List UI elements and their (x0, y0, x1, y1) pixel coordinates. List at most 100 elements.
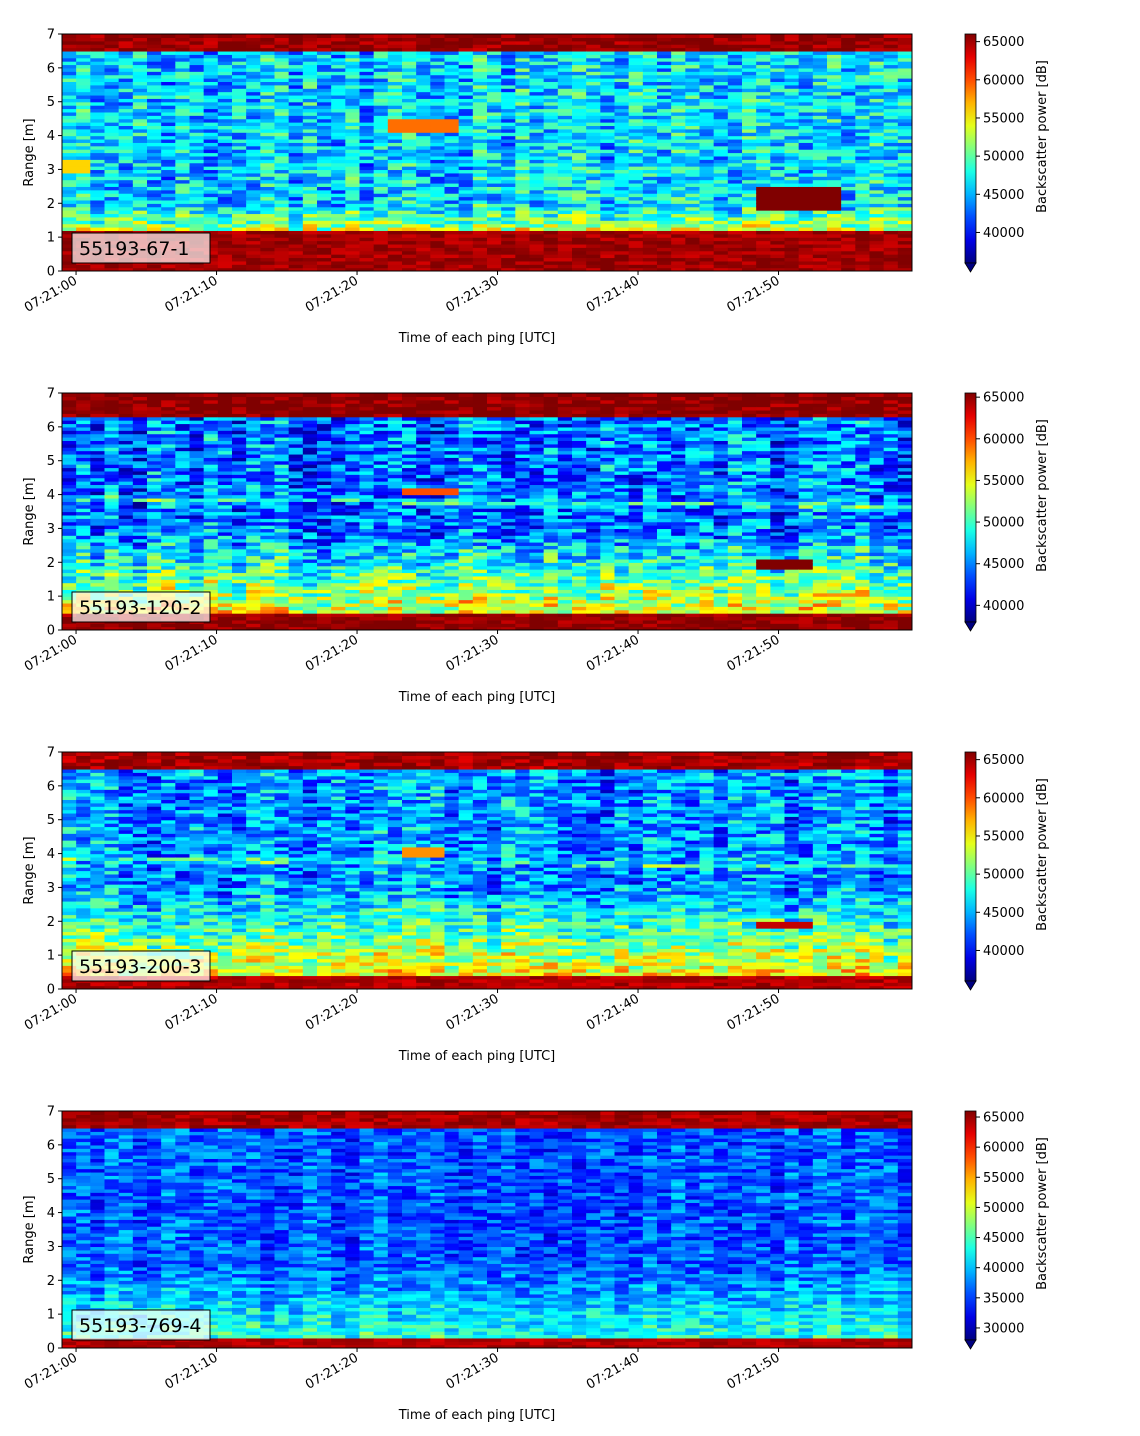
y-tick-label: 5 (47, 454, 55, 469)
colorbar-tick-label: 40000 (983, 944, 1024, 959)
panel-label: 55193-200-3 (79, 956, 202, 978)
colorbar-tick-label: 55000 (983, 474, 1024, 489)
colorbar-tick-label: 55000 (983, 829, 1024, 844)
colorbar-tick-label: 45000 (983, 557, 1024, 572)
colorbar-tick-label: 50000 (983, 1201, 1024, 1216)
x-tick-label: 07:21:20 (303, 273, 361, 315)
y-tick-label: 5 (47, 813, 55, 828)
colorbar-label: Backscatter power [dB] (1035, 419, 1050, 572)
panel-label: 55193-120-2 (79, 597, 202, 619)
x-tick-label: 07:21:30 (443, 273, 501, 315)
x-tick-label: 07:21:30 (443, 1350, 501, 1392)
y-tick-label: 4 (47, 129, 55, 144)
x-tick-label: 07:21:40 (584, 991, 642, 1033)
colorbar-tick-label: 50000 (983, 868, 1024, 883)
y-tick-label: 1 (47, 949, 55, 964)
y-tick-label: 0 (47, 983, 55, 998)
panel-4: 0 1 2 3 4 5 6 7 Range [m] 07:21:00 07:21:10 07:21:2… (22, 1105, 1050, 1424)
x-tick-label: 07:21:20 (303, 1350, 361, 1392)
panel-2: 0 1 2 3 4 5 6 7 Range [m] 07:21:00 07:21:10 07:21:2… (22, 387, 1050, 706)
y-tick-label: 5 (47, 1172, 55, 1187)
x-tick-label: 07:21:10 (162, 1350, 220, 1392)
x-tick-label: 07:21:50 (724, 1350, 782, 1392)
x-tick-label: 07:21:50 (724, 991, 782, 1033)
x-axis-label: Time of each ping [UTC] (398, 1408, 556, 1423)
x-tick-label: 07:21:20 (303, 632, 361, 674)
axes-frame (61, 751, 913, 990)
y-axis-label: Range [m] (22, 477, 37, 545)
colorbar-extend-arrow (964, 1339, 977, 1350)
y-tick-label: 1 (47, 590, 55, 605)
x-tick-label: 07:21:40 (584, 273, 642, 315)
colorbar-tick-label: 55000 (983, 111, 1024, 126)
colorbar (964, 751, 977, 982)
x-tick-label: 07:21:00 (22, 273, 80, 315)
colorbar-tick-label: 40000 (983, 226, 1024, 241)
y-tick-label: 5 (47, 95, 55, 110)
colorbar-extend-arrow (964, 980, 977, 991)
axes-frame (61, 33, 913, 272)
panel-label-box (71, 232, 211, 264)
y-axis-label: Range [m] (22, 836, 37, 904)
x-axis-label: Time of each ping [UTC] (398, 331, 556, 346)
y-tick-label: 3 (47, 1240, 55, 1255)
panel-label-box (71, 950, 211, 982)
colorbar-tick-label: 60000 (983, 432, 1024, 447)
colorbar (964, 33, 977, 264)
y-tick-label: 6 (47, 420, 55, 435)
colorbar (964, 1110, 977, 1341)
colorbar-tick-label: 30000 (983, 1321, 1024, 1336)
panel-label: 55193-769-4 (79, 1315, 202, 1337)
y-tick-label: 0 (47, 624, 55, 639)
heatmap-1 (62, 34, 912, 271)
x-tick-label: 07:21:20 (303, 991, 361, 1033)
y-tick-label: 2 (47, 915, 55, 930)
panel-label-box (71, 1309, 211, 1341)
heatmap-2 (62, 393, 912, 630)
colorbar-tick-label: 45000 (983, 906, 1024, 921)
colorbar-label: Backscatter power [dB] (1035, 60, 1050, 213)
y-tick-label: 7 (47, 28, 55, 43)
panel-label-box (71, 591, 211, 623)
colorbar-tick-label: 65000 (983, 753, 1024, 768)
y-tick-label: 2 (47, 1274, 55, 1289)
x-tick-label: 07:21:00 (22, 632, 80, 674)
y-tick-label: 3 (47, 881, 55, 896)
colorbar-tick-label: 65000 (983, 35, 1024, 50)
colorbar-tick-label: 35000 (983, 1291, 1024, 1306)
y-tick-label: 3 (47, 163, 55, 178)
panel-1: 0 1 2 3 4 5 6 7 Range [m] 07:21:00 07:21:10 07:21:2… (22, 28, 1050, 347)
x-axis-label: Time of each ping [UTC] (398, 690, 556, 705)
y-tick-label: 2 (47, 197, 55, 212)
panel-3: 0 1 2 3 4 5 6 7 Range [m] 07:21:00 07:21:10 07:21:2… (22, 746, 1050, 1065)
x-tick-label: 07:21:00 (22, 991, 80, 1033)
y-tick-label: 7 (47, 387, 55, 402)
colorbar-tick-label: 40000 (983, 599, 1024, 614)
y-tick-label: 4 (47, 1206, 55, 1221)
colorbar-tick-label: 50000 (983, 516, 1024, 531)
axes-frame (61, 392, 913, 631)
y-tick-label: 6 (47, 779, 55, 794)
y-tick-label: 6 (47, 1138, 55, 1153)
panel-label: 55193-67-1 (79, 238, 189, 260)
x-tick-label: 07:21:40 (584, 1350, 642, 1392)
y-tick-label: 4 (47, 488, 55, 503)
axes-frame (61, 1110, 913, 1349)
colorbar-tick-label: 65000 (983, 391, 1024, 406)
colorbar-label: Backscatter power [dB] (1035, 778, 1050, 931)
y-tick-label: 2 (47, 556, 55, 571)
x-tick-label: 07:21:10 (162, 632, 220, 674)
y-tick-label: 7 (47, 1105, 55, 1120)
colorbar-tick-label: 65000 (983, 1111, 1024, 1126)
x-tick-label: 07:21:30 (443, 632, 501, 674)
y-tick-label: 7 (47, 746, 55, 761)
y-axis-label: Range [m] (22, 1195, 37, 1263)
colorbar-tick-label: 60000 (983, 1141, 1024, 1156)
colorbar-tick-label: 55000 (983, 1171, 1024, 1186)
y-tick-label: 3 (47, 522, 55, 537)
heatmap-4 (62, 1111, 912, 1348)
colorbar-tick-label: 45000 (983, 1231, 1024, 1246)
x-tick-label: 07:21:00 (22, 1350, 80, 1392)
colorbar-extend-arrow (964, 262, 977, 273)
colorbar (964, 392, 977, 623)
